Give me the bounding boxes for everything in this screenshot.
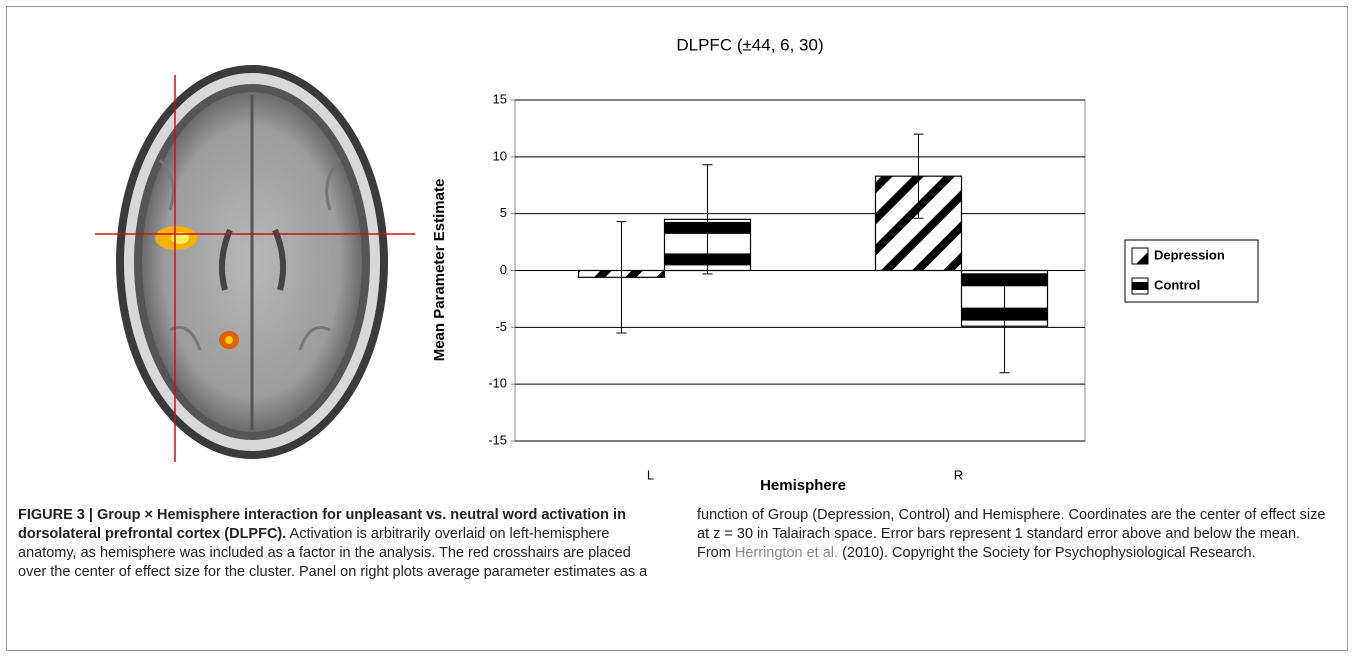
legend-label: Depression (1154, 247, 1225, 262)
y-tick-label: 15 (493, 91, 507, 106)
y-tick-label: 10 (493, 148, 507, 163)
citation-link[interactable]: Herrington et al. (735, 545, 838, 561)
y-tick-label: -10 (488, 376, 507, 391)
caption: FIGURE 3 | Group × Hemisphere interactio… (18, 506, 1336, 582)
x-tick-label: L (647, 467, 654, 482)
caption-text-end: (2010). Copyright the Society for Psycho… (842, 545, 1255, 561)
y-tick-label: 0 (500, 262, 507, 277)
y-tick-label: -5 (495, 319, 507, 334)
y-tick-label: -15 (488, 432, 507, 447)
legend-label: Control (1154, 277, 1200, 292)
y-axis-title: Mean Parameter Estimate (431, 179, 448, 362)
chart-title: DLPFC (±44, 6, 30) (676, 35, 823, 54)
brain-image (95, 65, 415, 462)
y-tick-label: 5 (500, 205, 507, 220)
legend-swatch (1132, 248, 1148, 264)
x-axis-title: Hemisphere (760, 477, 846, 494)
x-tick-label: R (954, 467, 963, 482)
figure: DLPFC (±44, 6, 30) Hemisphere Mean Param… (0, 0, 1356, 500)
page: DLPFC (±44, 6, 30) Hemisphere Mean Param… (0, 0, 1356, 659)
legend-swatch-stripe (1132, 282, 1148, 290)
